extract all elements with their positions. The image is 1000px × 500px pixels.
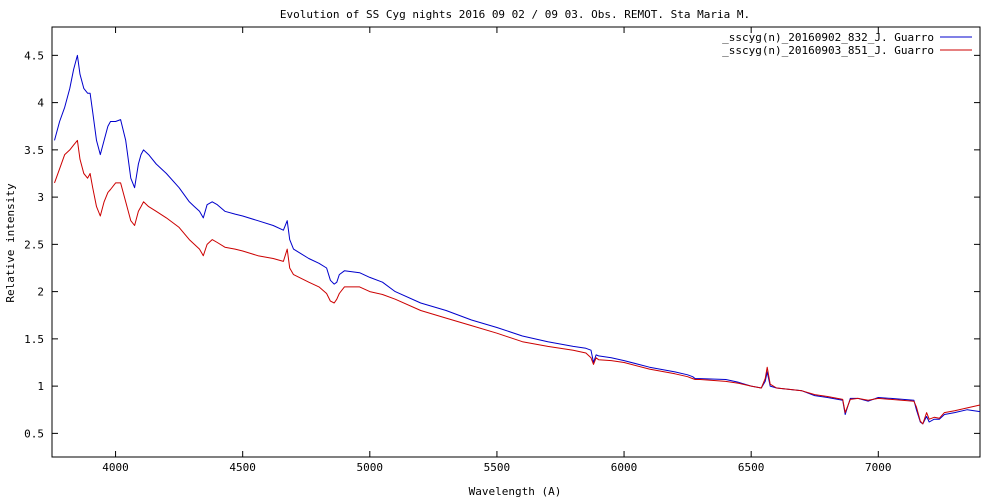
x-tick-label: 4000	[102, 461, 129, 474]
legend: _sscyg(n)_20160902_832_J. Guarro_sscyg(n…	[722, 31, 972, 57]
x-axis-ticks: 4000 4500 5000 5500 6000 6500 7000	[102, 27, 892, 474]
y-tick-label: 4	[37, 97, 44, 110]
y-tick-label: 1.5	[24, 333, 44, 346]
y-tick-label: 1	[37, 380, 44, 393]
y-tick-label: 3.5	[24, 144, 44, 157]
legend-label-2: _sscyg(n)_20160903_851_J. Guarro	[722, 44, 934, 57]
x-tick-label: 4500	[229, 461, 256, 474]
x-tick-label: 6000	[611, 461, 638, 474]
y-tick-label: 3	[37, 191, 44, 204]
legend-label-1: _sscyg(n)_20160902_832_J. Guarro	[722, 31, 934, 44]
chart-title: Evolution of SS Cyg nights 2016 09 02 / …	[280, 8, 750, 21]
series-layer	[54, 54, 981, 425]
y-axis-ticks: 0.5 1 1.5 2 2.5 3 3.5 4 4.5	[24, 49, 980, 440]
x-axis-title: Wavelength (A)	[469, 485, 562, 498]
x-tick-label: 6500	[738, 461, 765, 474]
y-tick-label: 0.5	[24, 427, 44, 440]
y-tick-label: 2	[37, 286, 44, 299]
x-tick-label: 5500	[484, 461, 511, 474]
x-tick-label: 5000	[357, 461, 384, 474]
x-tick-label: 7000	[865, 461, 892, 474]
y-tick-label: 4.5	[24, 49, 44, 62]
y-axis-title: Relative intensity	[4, 183, 17, 303]
y-tick-label: 2.5	[24, 238, 44, 251]
series-line-1	[54, 54, 981, 425]
series-line-2	[54, 139, 981, 425]
plot-frame	[51, 26, 981, 458]
